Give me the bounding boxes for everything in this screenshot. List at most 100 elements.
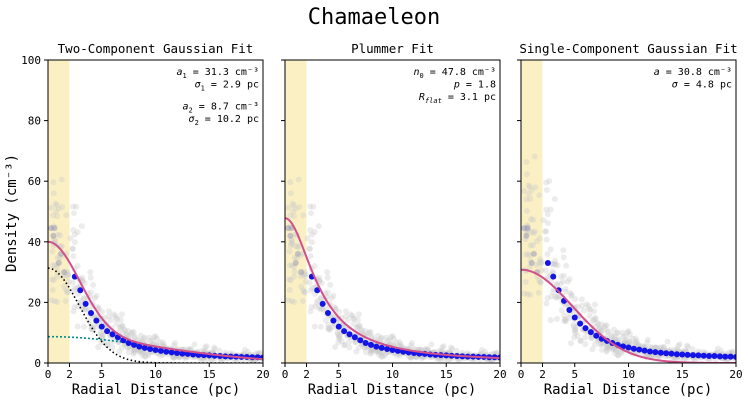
raw-data-point [322, 317, 329, 324]
raw-data-point [289, 237, 296, 244]
binned-data-point [571, 314, 578, 321]
raw-data-point [346, 344, 353, 351]
raw-data-point [304, 235, 311, 242]
raw-data-point [564, 278, 571, 285]
raw-data-point [125, 328, 132, 335]
raw-data-point [572, 326, 579, 333]
raw-data-point [647, 343, 654, 350]
raw-data-point [586, 306, 593, 313]
raw-data-point [554, 262, 561, 269]
x-tick-label: 10 [622, 368, 635, 381]
raw-data-point [613, 347, 620, 354]
raw-data-point [137, 332, 144, 339]
raw-data-point [439, 344, 446, 351]
fit-parameter: p = 1.8 [453, 80, 496, 91]
raw-data-point [203, 343, 210, 350]
raw-data-point [552, 293, 559, 300]
raw-data-point [626, 339, 633, 346]
raw-data-point [216, 347, 223, 354]
raw-data-point [661, 344, 668, 351]
x-tick-label: 10 [149, 368, 162, 381]
raw-data-point [544, 220, 551, 227]
raw-data-point [139, 352, 146, 359]
binned-data-point [319, 300, 326, 307]
raw-data-point [625, 328, 632, 335]
binned-data-point [673, 351, 680, 358]
binned-data-point [550, 273, 557, 280]
raw-data-point [611, 335, 618, 342]
raw-data-point [448, 344, 455, 351]
binned-data-point [722, 353, 729, 360]
raw-data-point [149, 337, 156, 344]
raw-data-point [388, 334, 395, 341]
raw-data-point [292, 205, 299, 212]
raw-data-point [50, 212, 57, 219]
raw-data-point [538, 260, 545, 267]
raw-data-point [71, 303, 78, 310]
raw-data-point [632, 339, 639, 346]
raw-data-point [307, 210, 314, 217]
raw-data-point [397, 341, 404, 348]
raw-data-point [64, 288, 71, 295]
raw-data-point [362, 344, 369, 351]
plot-area [521, 60, 736, 363]
raw-data-point [540, 217, 547, 224]
raw-data-point [191, 341, 198, 348]
raw-data-point [50, 277, 57, 284]
binned-data-point [684, 351, 691, 358]
raw-data-point [74, 263, 81, 270]
raw-data-point [562, 288, 569, 295]
raw-data-point [536, 235, 543, 242]
raw-data-point [320, 306, 327, 313]
raw-data-point [286, 276, 293, 283]
raw-data-point [563, 262, 570, 269]
raw-data-point [595, 321, 602, 328]
raw-data-point [619, 329, 626, 336]
shaded-band [521, 60, 543, 363]
raw-data-point [362, 349, 369, 356]
raw-data-point [147, 337, 154, 344]
raw-data-point [618, 350, 625, 357]
raw-data-point [336, 308, 343, 315]
raw-data-point [105, 313, 112, 320]
raw-data-point [159, 339, 166, 346]
raw-data-point [70, 287, 77, 294]
raw-data-point [365, 330, 372, 337]
raw-data-point [141, 334, 148, 341]
raw-data-point [681, 356, 688, 363]
raw-data-point [307, 287, 314, 294]
raw-data-point [63, 212, 70, 219]
raw-data-point [586, 312, 593, 319]
raw-data-point [311, 323, 318, 330]
raw-data-point [453, 347, 460, 354]
raw-data-point [598, 341, 605, 348]
raw-data-point [121, 326, 128, 333]
raw-data-point [48, 297, 55, 304]
binned-data-point [131, 341, 137, 348]
binned-data-point [587, 329, 594, 336]
raw-data-point [684, 342, 691, 349]
raw-data-point [612, 350, 619, 357]
raw-data-point [382, 352, 389, 359]
raw-data-point [291, 298, 298, 305]
raw-data-point [572, 330, 579, 337]
raw-data-point [63, 287, 70, 294]
raw-data-point [334, 329, 341, 336]
raw-data-point [527, 242, 534, 249]
raw-data-point [368, 347, 375, 354]
raw-data-point [493, 349, 500, 356]
fit-parameter: a1 = 31.3 cm⁻³ [177, 67, 260, 80]
raw-data-point [79, 274, 86, 281]
raw-data-point [80, 294, 87, 301]
raw-data-point [562, 316, 569, 323]
raw-data-point [128, 330, 135, 337]
raw-data-point [615, 352, 622, 359]
raw-data-point [311, 229, 318, 236]
binned-data-point [77, 287, 84, 294]
raw-data-point [524, 225, 531, 232]
binned-data-point [700, 352, 707, 359]
raw-data-point [332, 305, 339, 312]
raw-data-point [368, 333, 375, 340]
raw-data-point [367, 350, 374, 357]
raw-data-point [126, 333, 133, 340]
